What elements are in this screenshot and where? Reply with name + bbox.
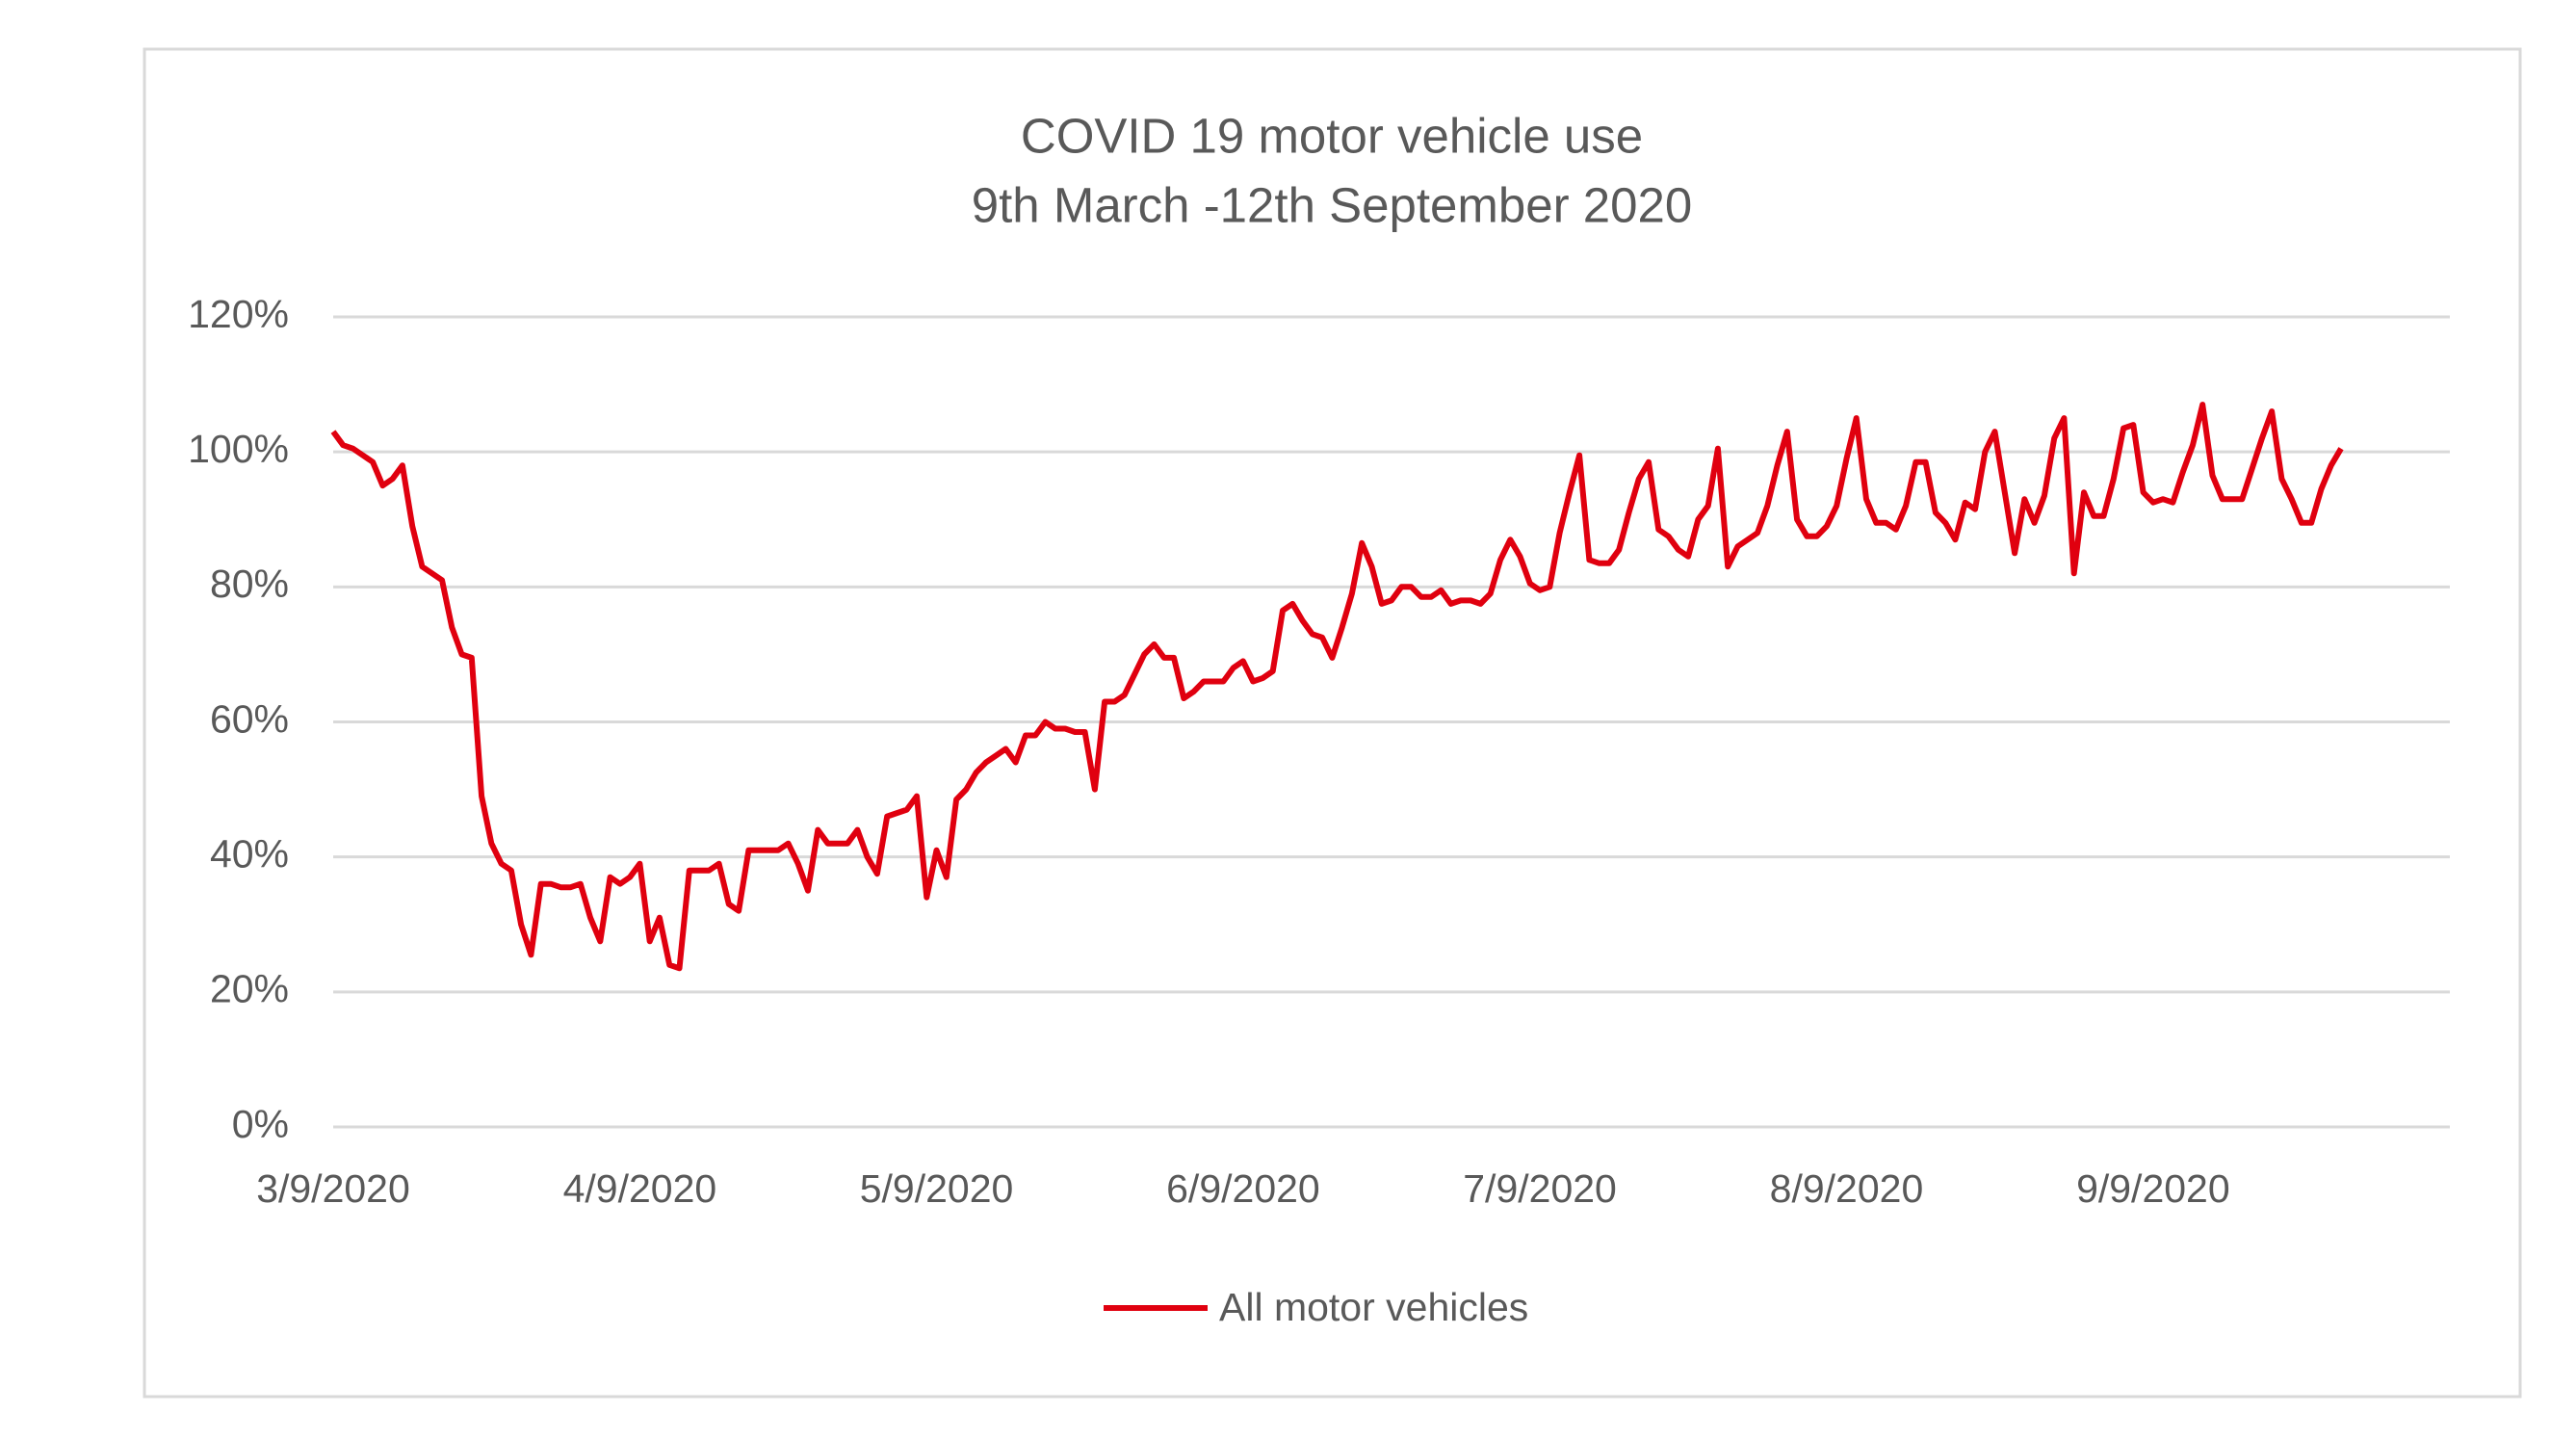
legend-label: All motor vehicles xyxy=(1219,1285,1528,1329)
y-tick-label: 20% xyxy=(210,967,289,1011)
y-tick-label: 40% xyxy=(210,831,289,876)
chart-subtitle: 9th March -12th September 2020 xyxy=(972,177,1692,232)
x-tick-label: 6/9/2020 xyxy=(1166,1166,1320,1211)
x-tick-label: 7/9/2020 xyxy=(1463,1166,1617,1211)
y-tick-label: 120% xyxy=(188,292,289,336)
data-line xyxy=(330,402,2344,972)
x-tick-label: 8/9/2020 xyxy=(1770,1166,1924,1211)
x-tick-label: 3/9/2020 xyxy=(256,1166,410,1211)
x-tick-label: 5/9/2020 xyxy=(860,1166,1014,1211)
y-tick-label: 60% xyxy=(210,696,289,741)
chart-title: COVID 19 motor vehicle use xyxy=(1021,108,1643,163)
x-tick-label: 9/9/2020 xyxy=(2076,1166,2230,1211)
x-tick-label: 4/9/2020 xyxy=(563,1166,717,1211)
y-tick-label: 0% xyxy=(232,1102,289,1146)
y-tick-label: 100% xyxy=(188,427,289,471)
y-tick-label: 80% xyxy=(210,562,289,606)
